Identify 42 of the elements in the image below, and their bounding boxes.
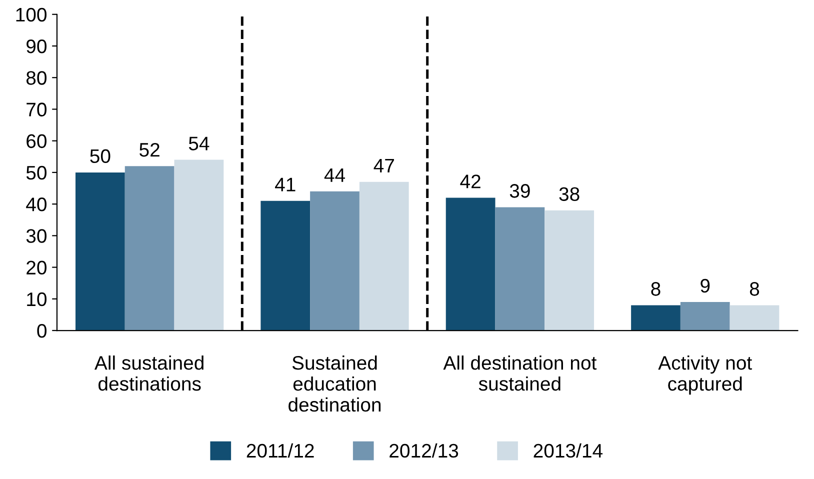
legend-label: 2011/12 — [246, 443, 314, 458]
bar — [174, 160, 224, 331]
y-tick-label: 50 — [26, 166, 46, 180]
data-label: 47 — [374, 158, 394, 172]
bar — [260, 200, 310, 331]
bar — [124, 166, 174, 331]
x-tick-label: Sustained education destination — [288, 356, 381, 412]
y-tick-label: 30 — [26, 229, 46, 243]
bar — [446, 198, 496, 331]
bar — [680, 302, 730, 331]
y-tick-label: 70 — [26, 102, 46, 116]
y-tick-label: 60 — [26, 134, 46, 148]
y-tick-label: 20 — [26, 260, 46, 275]
bar — [76, 172, 125, 331]
y-tick-label: 10 — [27, 292, 46, 306]
data-label: 38 — [559, 187, 580, 201]
data-label: 50 — [90, 149, 110, 164]
x-tick-label: All sustained destinations — [94, 356, 204, 391]
bar — [495, 207, 545, 331]
y-tick-label: 80 — [26, 71, 46, 85]
y-tick-label: 0 — [37, 324, 46, 338]
y-tick-label: 100 — [16, 8, 46, 22]
x-tick-label: Activity not captured — [658, 356, 752, 395]
x-tick-label: All destination not sustained — [443, 356, 597, 391]
bar — [631, 305, 680, 331]
data-label: 9 — [700, 278, 710, 293]
y-tick-label: 40 — [26, 198, 46, 212]
data-label: 54 — [188, 136, 210, 150]
data-label: 39 — [510, 184, 530, 198]
data-label: 44 — [324, 168, 346, 182]
data-label: 41 — [275, 178, 296, 192]
y-tick-label: 90 — [26, 39, 46, 54]
data-label: 52 — [140, 142, 160, 157]
bar — [310, 191, 360, 331]
data-label: 42 — [460, 174, 480, 188]
data-label: 8 — [651, 282, 660, 296]
bar — [359, 182, 409, 331]
legend-label: 2012/13 — [390, 443, 458, 458]
bar — [730, 305, 780, 331]
bar — [544, 210, 594, 331]
data-label: 8 — [750, 282, 760, 296]
legend-label: 2013/14 — [534, 443, 603, 458]
